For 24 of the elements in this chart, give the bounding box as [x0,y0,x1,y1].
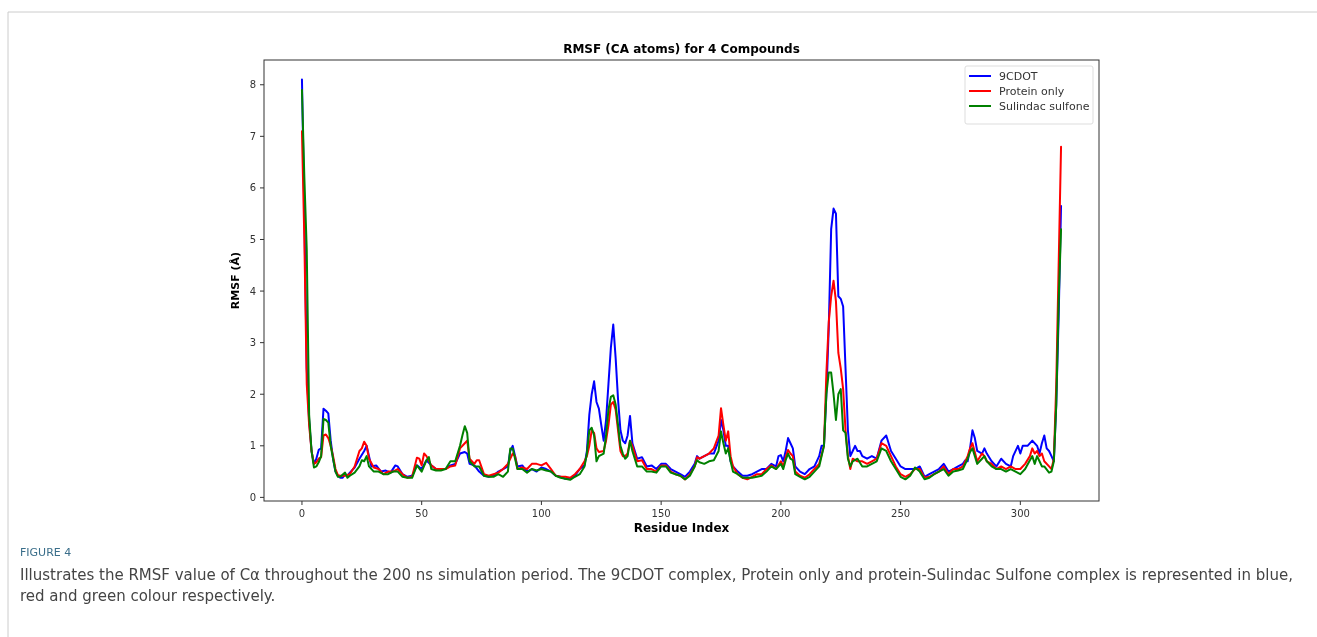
y-tick-label: 2 [249,388,256,400]
x-axis-title: Residue Index [633,521,730,535]
x-tick-label: 100 [531,508,551,519]
y-tick-label: 4 [249,285,256,297]
y-tick-label: 1 [249,440,256,452]
chart-title: RMSF (CA atoms) for 4 Compounds [563,42,800,56]
x-tick-label: 250 [891,508,911,519]
legend-label: 9CDOT [999,70,1038,83]
y-axis-title: RMSF (Å) [229,251,242,310]
x-tick-label: 0 [298,508,306,519]
x-tick-label: 150 [651,508,671,519]
legend-label: Protein only [999,85,1065,98]
y-tick-label: 5 [249,233,256,245]
caption: FIGURE 4 [20,546,72,559]
legend-label: Sulindac sulfone [999,100,1090,113]
x-tick-label: 50 [415,508,429,519]
y-tick-label: 8 [249,79,256,91]
y-tick-label: 3 [249,337,256,349]
text: Illustrates the RMSF value of Cα throughout the 200 ns simulation period. The 9CDOT complex, Protein only and protein-Sulindac Sulfone complex is represented in blue, red and green colour respectively. [20,566,1293,605]
y-tick-label: 6 [249,182,256,194]
y-tick-label: 0 [249,491,256,503]
y-tick-label: 7 [249,130,256,142]
x-tick-label: 200 [771,508,791,519]
x-tick-label: 300 [1010,508,1030,519]
